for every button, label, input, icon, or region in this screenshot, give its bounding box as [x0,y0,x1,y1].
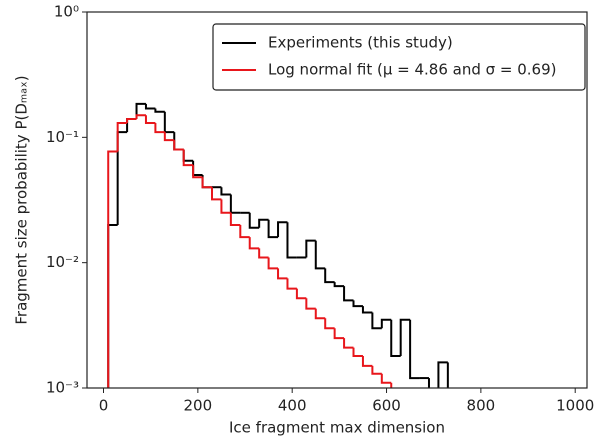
histogram-step [173,132,184,151]
histogram-step [352,347,363,358]
histogram-step [192,165,203,179]
histogram-step [211,187,222,201]
y-tick-label: 10⁻¹ [46,128,79,146]
histogram-step [182,149,194,162]
histogram-step [352,300,363,308]
histogram-step [314,308,326,320]
histogram-step [116,122,128,152]
histogram-step [371,365,382,375]
x-tick-label: 600 [372,397,401,415]
plot-area [107,102,449,388]
histogram-step [126,118,137,133]
histogram-step [107,150,118,388]
histogram-step [144,103,156,110]
histogram-step [135,114,146,120]
histogram-step [305,239,316,258]
x-tick-label: 200 [184,397,213,415]
histogram-step [116,131,128,225]
histogram-step [201,175,212,189]
histogram-step [163,132,175,142]
histogram-step [324,318,335,330]
histogram-step [126,118,137,124]
histogram-step [277,221,288,238]
histogram-step [220,199,231,214]
histogram-step [314,240,326,270]
histogram-step [286,222,297,259]
legend-box [212,23,586,91]
histogram-step [267,257,279,270]
x-axis-label: Ice fragment max dimension [229,419,445,437]
x-tick-label: 0 [99,397,109,415]
histogram-step [305,298,316,310]
histogram-step [437,361,448,388]
histogram-step [201,177,212,189]
histogram-step [380,318,392,329]
histogram-step [229,212,241,226]
histogram-step [409,319,420,380]
histogram-step [361,306,373,314]
histogram-step [163,111,175,134]
histogram-step [267,219,279,239]
histogram-step [343,286,354,302]
histogram-step [154,123,165,134]
histogram-step [324,268,335,284]
y-axis-label: Fragment size probability P(Dₘₐₓ) [13,75,31,324]
histogram-step [295,288,307,300]
histogram-step [229,194,241,214]
histogram-step [248,237,260,250]
y-tick-label: 10⁻² [46,253,79,271]
histogram-step [361,356,373,367]
x-tick-label: 1000 [556,397,594,415]
histogram-step [144,115,156,125]
histogram-step [333,328,345,340]
histogram-step [390,319,401,358]
histogram-step [220,187,231,196]
histogram-step [371,312,382,330]
histogram-step [277,268,288,280]
y-tick-label: 10⁻³ [46,379,79,397]
histogram-step [380,373,392,384]
histogram-step [333,282,345,288]
histogram-step [258,248,269,259]
legend-label: Experiments (this study) [268,34,453,52]
x-tick-label: 800 [467,397,496,415]
histogram-step [286,278,297,290]
histogram-step [154,108,165,113]
x-tick-label: 400 [278,397,307,415]
histogram-step [248,212,260,229]
histogram-step [239,224,250,239]
histogram-step [135,102,146,120]
histogram-step [399,318,411,357]
plot-frame [86,11,588,389]
histogram-step [343,338,354,349]
histogram-step [192,160,203,177]
histogram-step [107,223,118,388]
legend-label: Log normal fit (μ = 4.86 and σ = 0.69) [268,61,557,79]
histogram-step [182,149,194,167]
histogram-step [258,218,269,228]
histogram-step [173,140,184,151]
y-tick-label: 10⁰ [54,3,79,21]
